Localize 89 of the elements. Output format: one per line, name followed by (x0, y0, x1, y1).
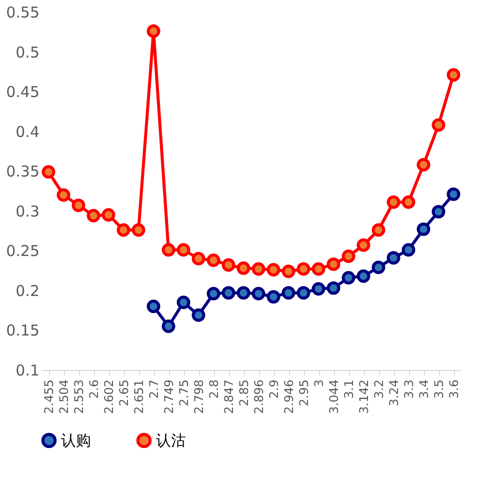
point (312, 282, 326, 296)
point (372, 260, 386, 274)
x-tick-label: 2.896 (252, 380, 266, 414)
x-tick-label: 2.85 (237, 380, 251, 406)
x-tick-label: 2.749 (162, 380, 176, 414)
point (386, 251, 400, 265)
point (372, 223, 386, 237)
point (236, 261, 250, 275)
point (342, 270, 356, 284)
legend-label: 认沽 (156, 431, 186, 450)
x-tick-label: 3.044 (327, 380, 341, 414)
x-tick-label: 2.8 (207, 380, 221, 399)
x-tick-label: 2.798 (192, 380, 206, 414)
point (222, 258, 236, 272)
y-tick-label: 0.5 (16, 43, 40, 62)
x-tick-label: 3.1 (342, 380, 356, 399)
point (162, 320, 176, 333)
point (342, 250, 356, 263)
x-tick-label: 2.9 (267, 380, 281, 399)
point (192, 308, 206, 322)
point (176, 243, 190, 257)
x-tick-label: 3.6 (447, 380, 461, 399)
y-tick-label: 0.4 (16, 122, 40, 141)
x-tick-label: 3.4 (417, 380, 431, 399)
x-tick-label: 2.946 (282, 380, 296, 414)
point (236, 286, 250, 300)
x-tick-label: 2.455 (42, 380, 56, 414)
point (116, 223, 130, 237)
point (282, 264, 296, 278)
legend-label: 认购 (61, 431, 91, 450)
point (86, 208, 100, 222)
point (312, 262, 326, 276)
x-tick-label: 2.602 (102, 380, 116, 414)
point (252, 286, 266, 300)
y-tick-label: 0.45 (6, 83, 40, 102)
x-tick-label: 3.5 (432, 380, 446, 399)
point (296, 262, 310, 276)
point (386, 195, 400, 209)
point (326, 281, 340, 295)
x-tick-label: 2.6 (87, 380, 101, 399)
point (72, 198, 86, 212)
point (266, 290, 280, 304)
y-tick-label: 0.25 (6, 242, 40, 260)
x-tick-label: 2.95 (297, 380, 311, 406)
point (282, 286, 296, 300)
point (42, 165, 56, 179)
y-tick-label: 0.35 (6, 162, 40, 181)
x-tick-label: 3.3 (402, 380, 416, 399)
point (446, 68, 460, 82)
point (416, 158, 430, 172)
point (132, 223, 146, 237)
y-tick-label: 0.2 (16, 282, 40, 300)
point (102, 208, 116, 222)
y-tick-label: 0.3 (16, 202, 40, 220)
point (326, 257, 340, 271)
x-tick-label: 2.65 (117, 380, 131, 406)
point (402, 243, 416, 257)
x-tick-label: 2.504 (57, 380, 71, 414)
point (402, 195, 416, 209)
point (222, 286, 236, 300)
point (176, 296, 190, 310)
point (146, 300, 160, 314)
point (356, 269, 370, 283)
point (252, 262, 266, 276)
x-tick-label: 3.2 (372, 380, 386, 399)
point (206, 253, 220, 267)
point (146, 24, 160, 38)
point (206, 286, 220, 300)
y-tick-label: 0.55 (6, 4, 40, 22)
point (296, 286, 310, 300)
point (266, 263, 280, 276)
point (56, 188, 70, 202)
point (416, 222, 430, 236)
point (432, 118, 446, 132)
x-tick-label: 2.75 (177, 380, 191, 406)
x-tick-label: 2.651 (132, 380, 146, 414)
x-tick-label: 3 (312, 380, 326, 388)
x-tick-label: 3.142 (357, 380, 371, 414)
x-tick-label: 2.7 (147, 380, 161, 399)
x-tick-label: 3.24 (387, 380, 401, 406)
point (192, 252, 206, 266)
y-tick-label: 0.15 (6, 322, 40, 340)
point (446, 187, 460, 201)
x-tick-label: 2.847 (222, 380, 236, 414)
point (162, 243, 176, 257)
point (432, 204, 446, 218)
point (356, 238, 370, 252)
x-tick-label: 2.553 (72, 380, 86, 414)
y-tick-label: 0.1 (16, 362, 40, 380)
